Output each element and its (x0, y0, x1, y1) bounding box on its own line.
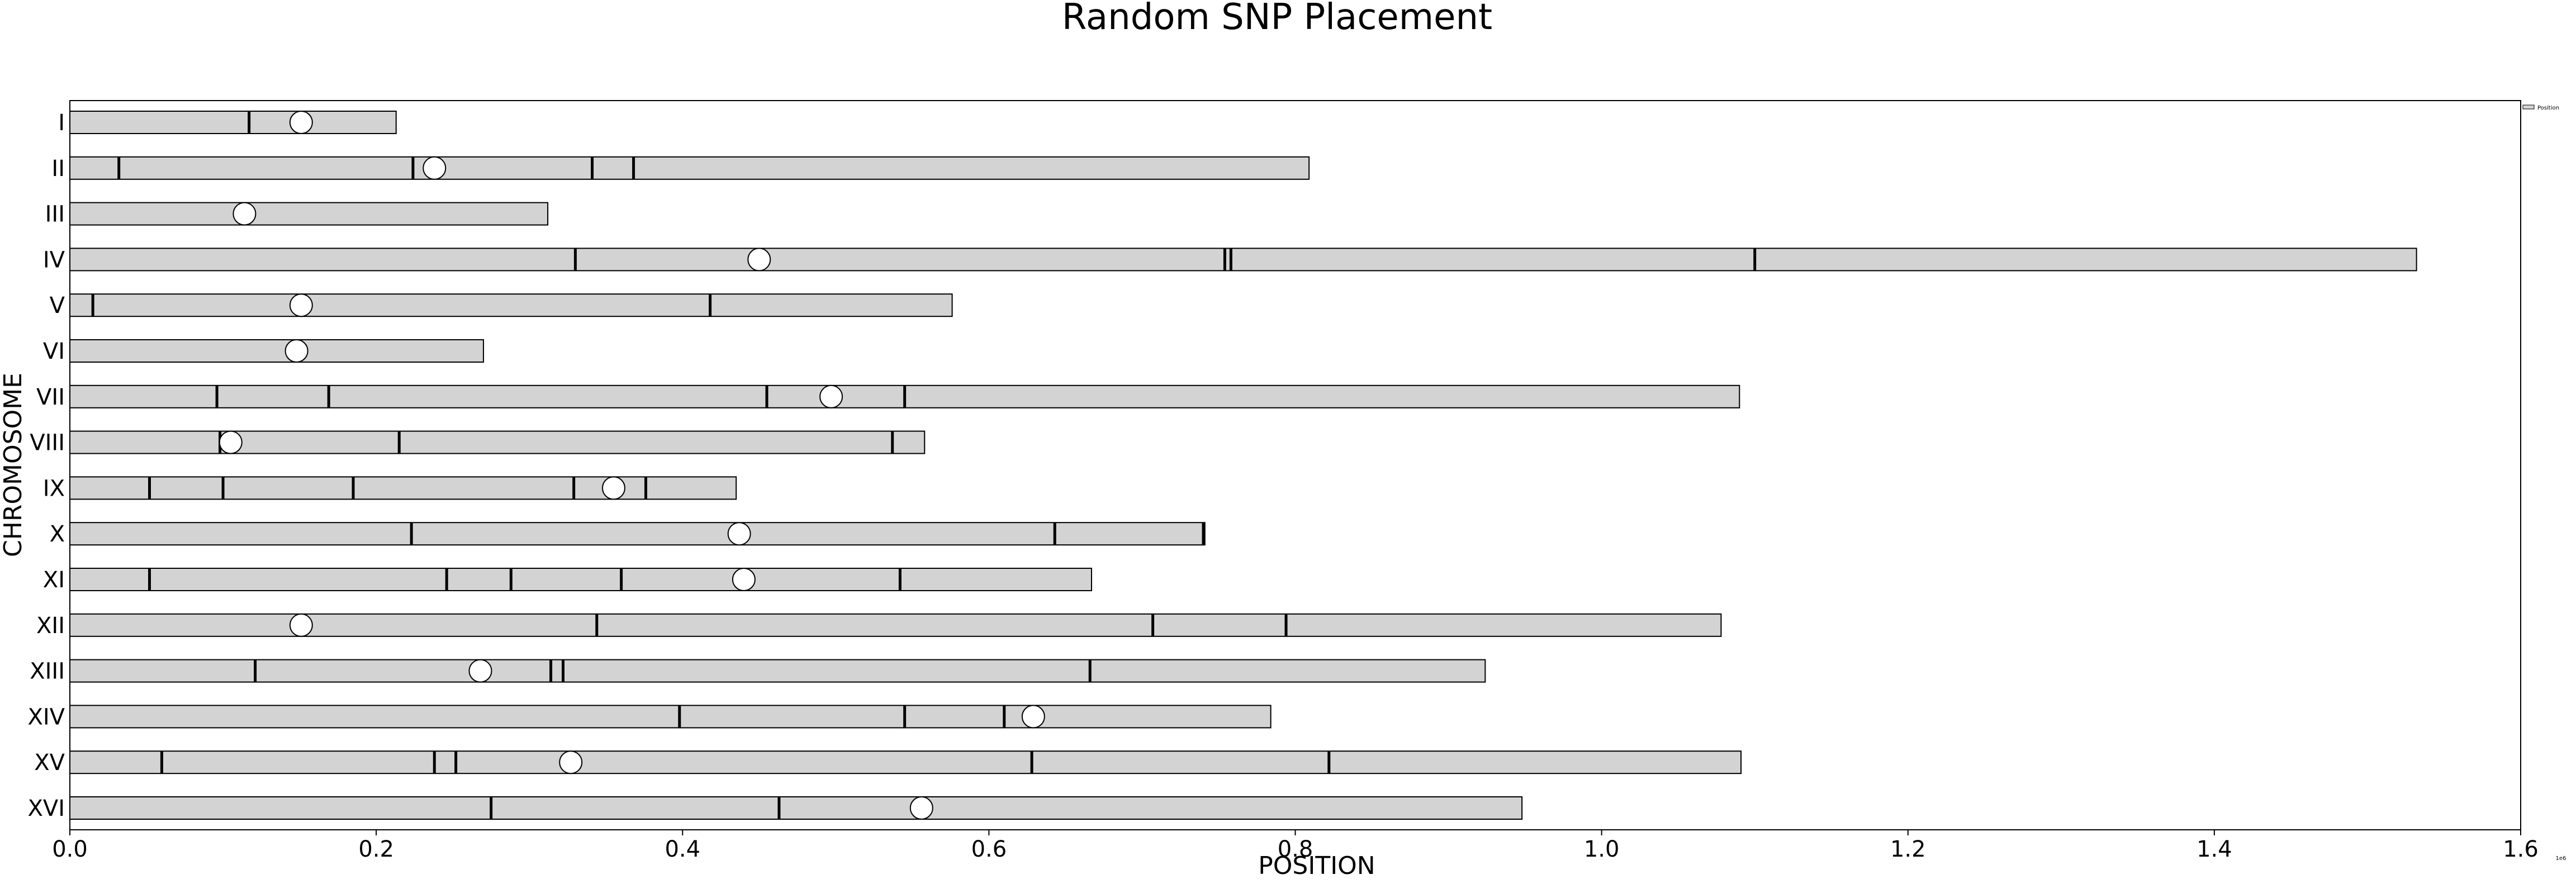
x-axis-ticks: 0.0 0.2 0.4 0.6 0.8 1.0 1.2 1.4 1.6 (52, 830, 2539, 862)
plot-frame (69, 100, 2521, 830)
chromosome-bar (69, 568, 1092, 591)
chromosome-label: XIII (30, 659, 65, 685)
x-tick-label: 0.4 (665, 837, 700, 862)
centromere-marker (289, 613, 313, 637)
x-axis-label: POSITION (1258, 852, 1375, 880)
chromosome-bar (69, 750, 1742, 774)
chromosome-row (69, 659, 1486, 683)
chromosome-row (69, 384, 1740, 408)
plot-area (69, 111, 2417, 820)
x-tick-label: 0.8 (1278, 837, 1313, 862)
centromere-marker (559, 750, 583, 774)
chromosome-label: I (58, 110, 65, 136)
chromosome-row (69, 202, 549, 226)
chromosome-row (69, 111, 397, 134)
x-tick-label: 1.0 (1584, 837, 1620, 862)
x-tick-label: 1.4 (2197, 837, 2232, 862)
chromosome-row (69, 568, 1092, 591)
x-tick-label: 0.0 (52, 837, 88, 862)
chromosome-label: VI (43, 339, 65, 364)
centromere-marker (219, 430, 243, 454)
chromosome-row (69, 613, 1722, 637)
centromere-marker (1021, 705, 1045, 729)
centromere-marker (233, 202, 257, 226)
chromosome-bar (69, 613, 1722, 637)
centromere-marker (284, 339, 309, 363)
x-tick-label: 1.6 (2503, 837, 2539, 862)
chart-title: Random SNP Placement (1062, 0, 1492, 38)
chromosome-label: IX (43, 476, 65, 501)
centromere-marker (289, 111, 313, 134)
chromosome-label: VII (36, 384, 65, 410)
chromosome-bar (69, 293, 953, 317)
y-axis-label: CHROMOSOME (0, 373, 27, 557)
chromosome-label: XV (34, 750, 65, 776)
chromosome-label: X (50, 521, 65, 547)
chromosome-row (69, 430, 926, 454)
chromosome-bar (69, 339, 484, 363)
chromosome-bar (69, 705, 1272, 729)
centromere-marker (727, 522, 751, 546)
centromere-marker (601, 476, 625, 500)
centromere-marker (732, 568, 756, 591)
centromere-marker (747, 248, 771, 272)
x-tick-label: 0.2 (358, 837, 394, 862)
chromosome-row (69, 750, 1742, 774)
chromosome-label: XI (43, 567, 65, 593)
legend-swatch (2522, 104, 2535, 110)
x-axis-offset-label: 1e6 (2556, 856, 2566, 862)
chromosome-label: XIV (27, 704, 65, 730)
chromosome-bar (69, 476, 737, 500)
chromosome-row (69, 705, 1272, 729)
chromosome-label: XII (36, 613, 65, 639)
chromosome-label: VIII (30, 430, 65, 456)
chromosome-row (69, 796, 1523, 820)
chromosome-row (69, 476, 737, 500)
centromere-marker (423, 156, 447, 180)
chromosome-row (69, 339, 484, 363)
x-tick-label: 0.6 (971, 837, 1007, 862)
chromosome-bar (69, 248, 2417, 272)
chromosome-bar (69, 659, 1486, 683)
legend: Position (2522, 104, 2559, 111)
chromosome-bar (69, 522, 1206, 546)
chromosome-row (69, 156, 1310, 180)
chromosome-label: IV (43, 247, 65, 273)
centromere-marker (289, 293, 313, 317)
chromosome-row (69, 293, 953, 317)
chromosome-row (69, 248, 2417, 272)
chromosome-label: V (50, 293, 65, 319)
legend-entry-label: Position (2537, 105, 2559, 111)
chromosome-bar (69, 430, 926, 454)
chromosome-bar (69, 156, 1310, 180)
x-tick-label: 1.2 (1890, 837, 1926, 862)
chromosome-bar (69, 111, 397, 134)
chromosome-bar (69, 202, 549, 226)
chromosome-row (69, 522, 1206, 546)
chromosome-label: XVI (27, 796, 65, 821)
chromosome-label: II (51, 156, 65, 182)
centromere-marker (468, 659, 492, 683)
chromosome-bar (69, 796, 1523, 820)
centromere-marker (819, 384, 843, 408)
centromere-marker (909, 796, 933, 820)
chromosome-label: III (45, 202, 65, 227)
